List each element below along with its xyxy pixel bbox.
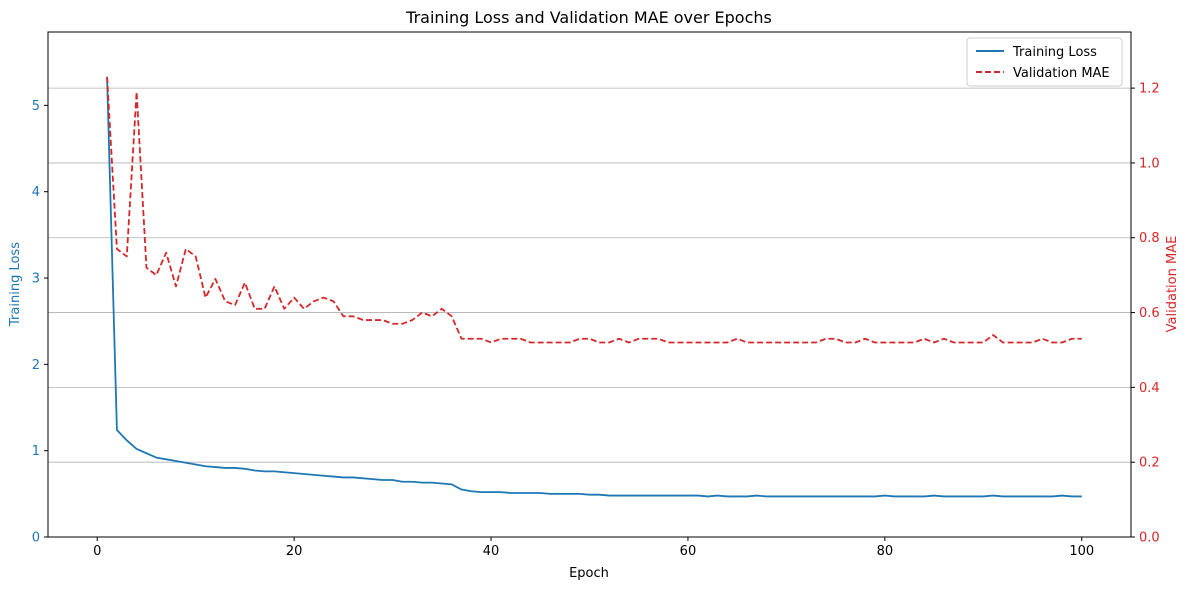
right-y-tick-label: 1.0 [1139,156,1160,171]
legend-box [966,37,1123,87]
right-y-tick-label: 0.8 [1139,231,1160,246]
x-axis-label: Epoch [569,566,609,581]
x-axis: 0 20 40 60 80 100 [93,537,1094,559]
right-y-tick-label: 0.0 [1139,531,1160,546]
legend-label-validation-mae: Validation MAE [1013,66,1110,81]
legend-label-training-loss: Training Loss [1012,45,1097,60]
x-tick-label: 80 [877,544,894,559]
plot-frame [47,31,1132,538]
chart-title: Training Loss and Validation MAE over Ep… [405,8,772,27]
left-y-tick-label: 3 [32,272,40,287]
left-y-tick-label: 2 [32,358,40,373]
series-lines [106,76,1082,498]
right-y-tick-label: 0.4 [1139,381,1160,396]
x-tick-label: 100 [1069,544,1094,559]
training-loss-line [106,76,1082,498]
right-y-axis-label: Validation MAE [1165,236,1180,333]
x-tick-label: 0 [93,544,101,559]
right-y-tick-label: 1.2 [1139,82,1160,97]
right-y-tick-label: 0.2 [1139,456,1160,471]
left-y-tick-label: 5 [32,99,40,114]
x-tick-label: 60 [680,544,697,559]
x-tick-label: 40 [483,544,500,559]
validation-mae-line [106,76,1082,344]
left-y-axis: 0 1 2 3 4 5 [32,99,48,546]
left-y-tick-label: 4 [32,185,40,200]
right-y-tick-label: 0.6 [1139,306,1160,321]
left-y-tick-label: 1 [32,444,40,459]
left-y-axis-label: Training Loss [8,242,23,327]
right-y-axis: 0.0 0.2 0.4 0.6 0.8 1.0 1.2 [1131,82,1160,546]
left-y-tick-label: 0 [32,531,40,546]
x-tick-label: 20 [286,544,303,559]
legend: Training Loss Validation MAE [966,37,1123,87]
